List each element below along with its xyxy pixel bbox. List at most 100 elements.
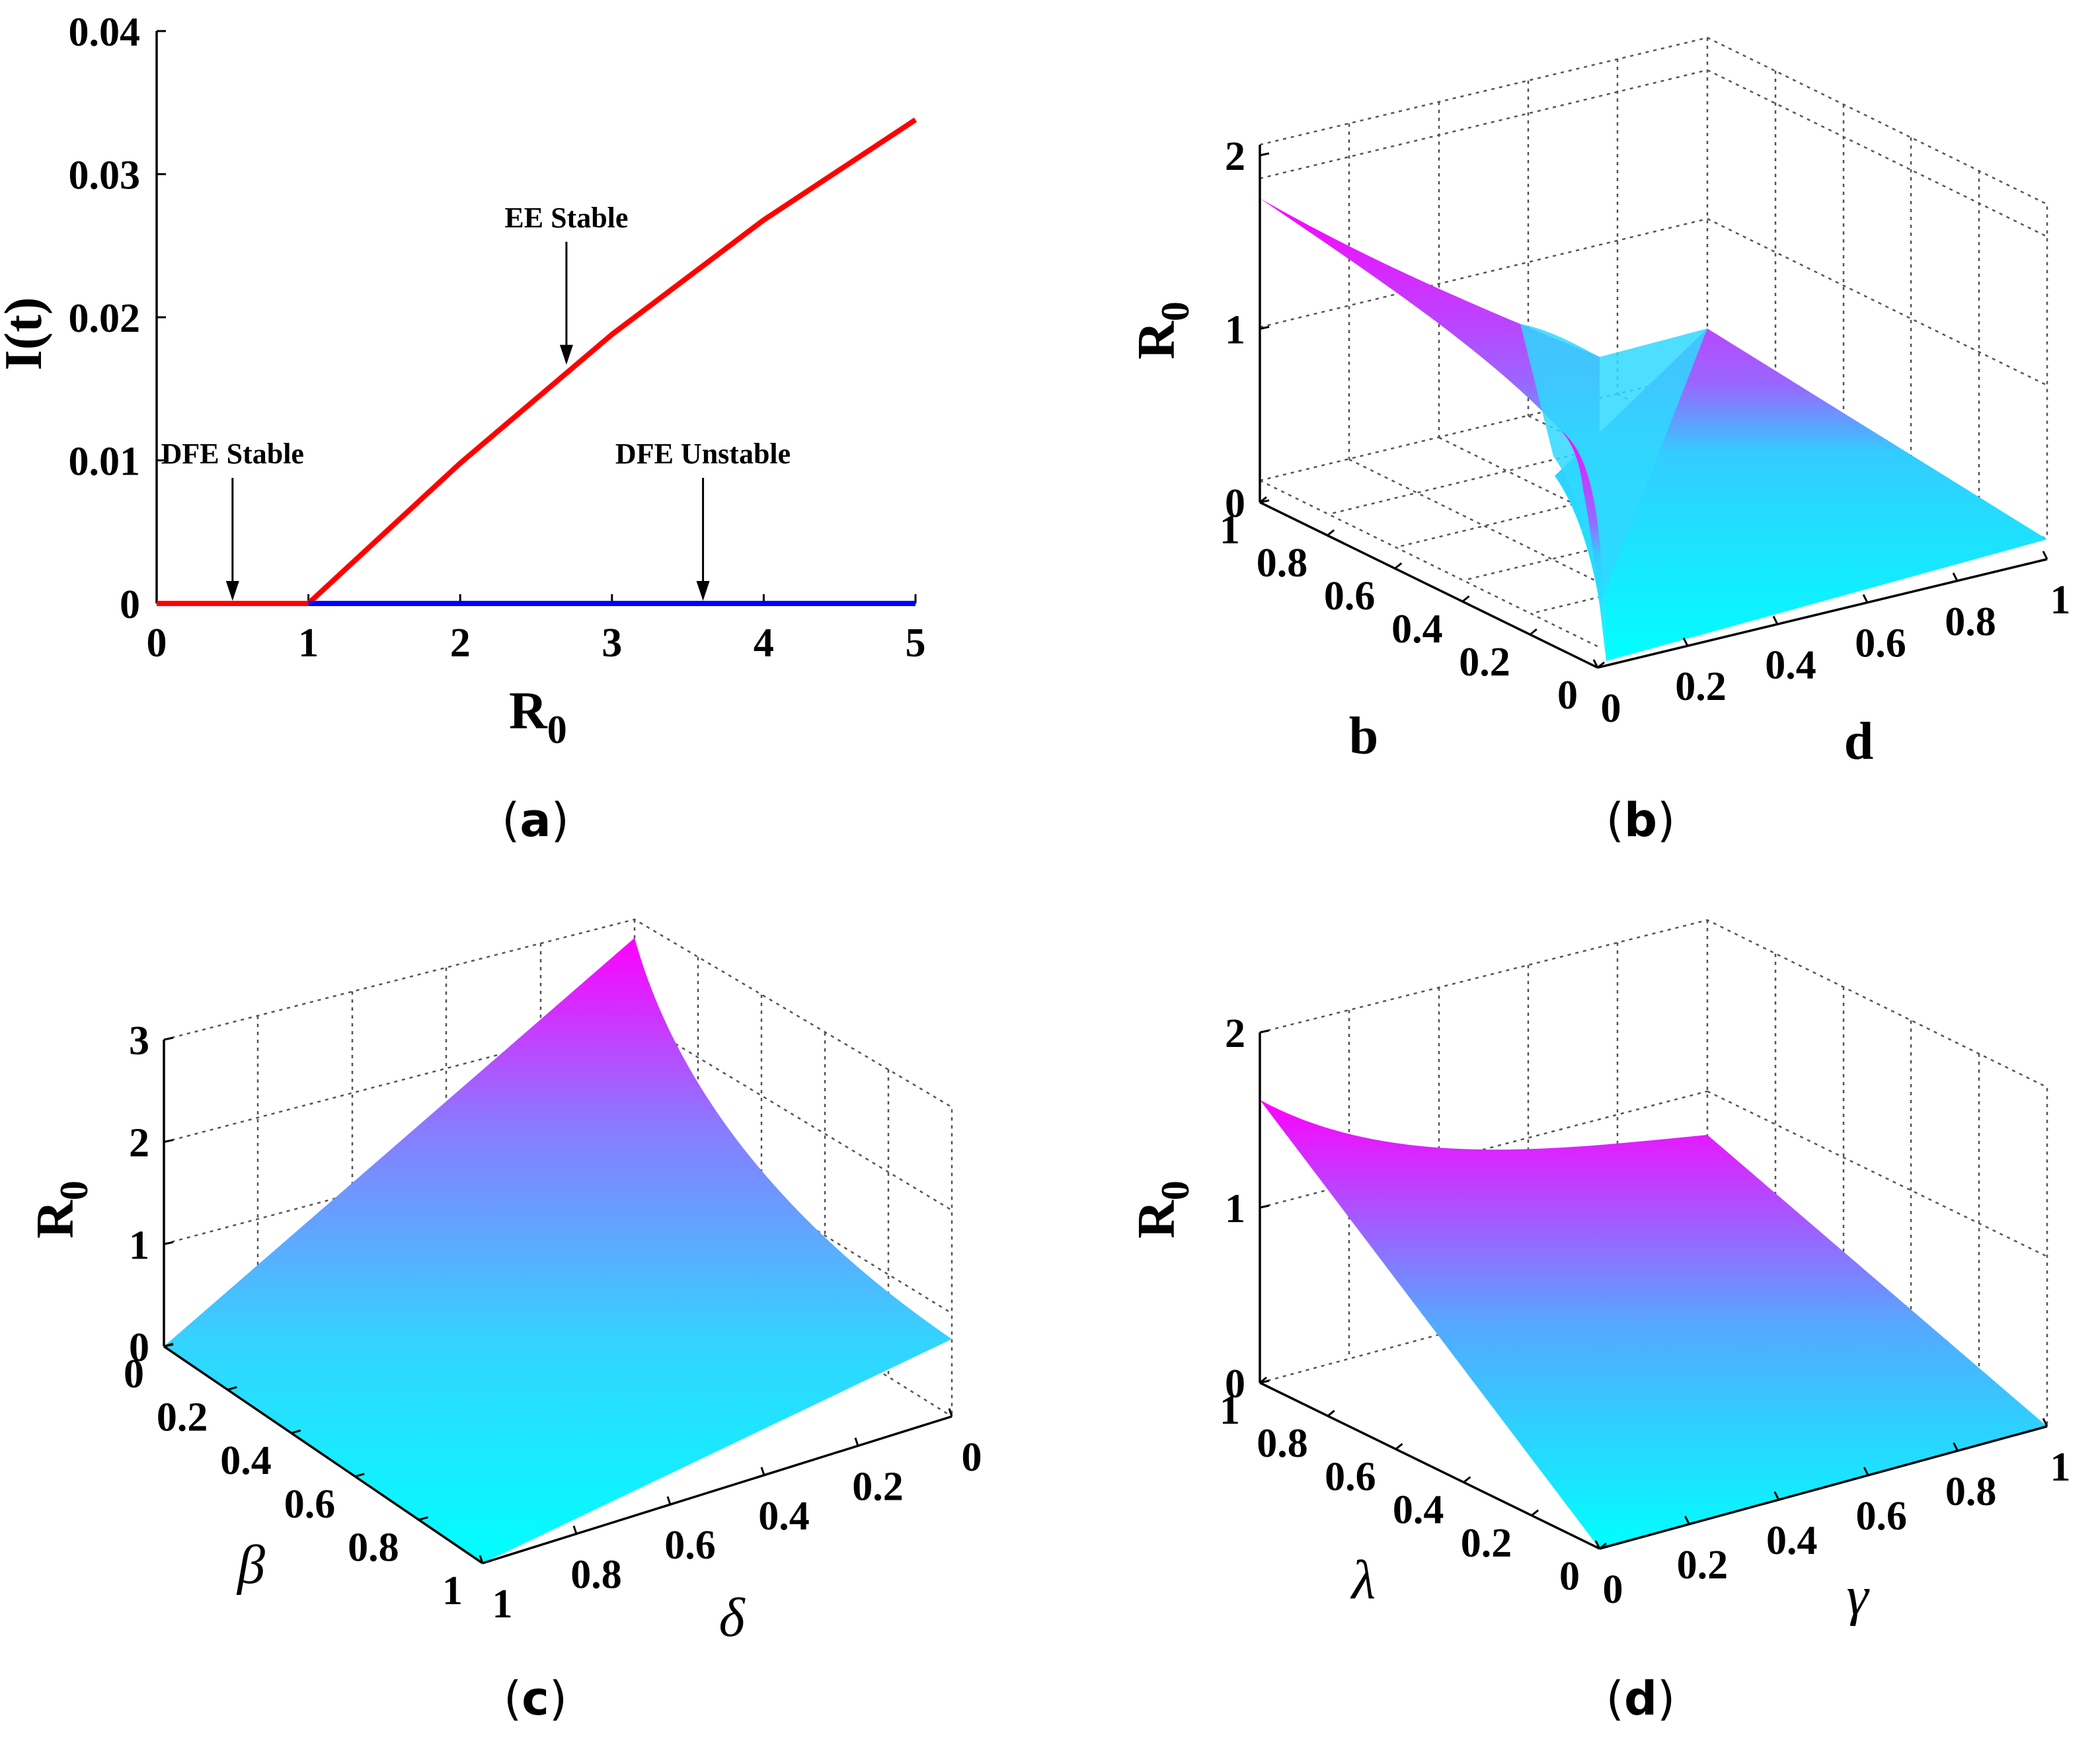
bTicks-xtick-mark: [1952, 572, 1959, 582]
dTicks-ztick-label: 0: [1225, 1362, 1245, 1407]
panel-a-series: [157, 117, 917, 606]
panel-a-ytick-label: 0.01: [69, 440, 141, 484]
dTicks-xtick-mark: [1953, 1442, 1959, 1451]
dTicks-xtick-mark: [2042, 1418, 2048, 1427]
dTicks-ztick-mark: [1259, 1029, 1270, 1034]
cTicks-xtick-label: 0.4: [758, 1494, 810, 1539]
dTicks-ztick-label: 1: [1225, 1186, 1245, 1231]
panel-b-surface-wall: [1560, 430, 1606, 661]
cTicks-ytick-label: 0.4: [220, 1438, 272, 1483]
panel-d-caption: (d): [1606, 1672, 1676, 1726]
dTicks-xtick-label: 1: [2050, 1445, 2071, 1490]
bTicks-ztick-label: 1: [1225, 308, 1245, 353]
bTicks-xtick-label: 0: [1601, 686, 1621, 731]
bTicks-ztick-mark: [1259, 326, 1270, 330]
cTicks-ztick-mark: [163, 1036, 174, 1041]
dTicks-xtick-mark: [1773, 1491, 1780, 1500]
cTicks-xtick-mark: [948, 1408, 953, 1417]
cTicks-xtick-mark: [479, 1555, 484, 1564]
bTicks-ytick-mark: [1259, 496, 1267, 504]
panel-b-zlabel: R0: [1128, 301, 1197, 360]
bTicks-xtick-mark: [1682, 637, 1689, 646]
bTicks-xtick-mark: [1862, 594, 1869, 603]
cTicks-ytick-mark: [227, 1386, 237, 1391]
dTicks-ytick-mark: [1259, 1376, 1267, 1384]
panel-a-caption: (a): [502, 793, 569, 847]
dTicks-ytick-label: 1: [1220, 1388, 1240, 1433]
panel-a-xlabel: R0: [509, 682, 567, 752]
bTicks-xtick-mark: [1592, 659, 1599, 668]
cTicks-ytick-mark: [163, 1342, 174, 1348]
dTicks-ytick-mark: [1395, 1443, 1403, 1450]
panel-b-xlabel: d: [1844, 713, 1874, 771]
panel-a-annotation-arrowhead: [559, 344, 573, 365]
cTicks-ytick-label: 0.6: [284, 1482, 336, 1527]
cTicks-ytick-label: 1: [442, 1568, 463, 1613]
dTicks-ytick-label: 0.2: [1461, 1521, 1512, 1566]
panel-a-annotation-label: DFE Stable: [161, 438, 304, 470]
bTicks-ytick-label: 1: [1220, 508, 1240, 553]
bTicks-ytick-mark: [1461, 595, 1470, 603]
panel-b-axes: [1259, 145, 2048, 669]
panel-a-series-line-0: [157, 117, 917, 606]
dTicks-xtick-mark: [1684, 1516, 1690, 1525]
panel-a: 0 1 2 3 4 5 0 0.01 0.02 0.03 0.04 DFE Stable EE Sta…: [0, 10, 926, 847]
panel-a-xtick-label: 1: [298, 621, 319, 666]
dTicks-ytick-label: 0.4: [1393, 1488, 1444, 1533]
bTicks-ytick-label: 0: [1557, 673, 1578, 718]
panel-d-ylabel: λ: [1350, 1549, 1376, 1611]
panel-a-axes: [155, 31, 915, 605]
bTicks-ztick-label: 0: [1225, 481, 1245, 526]
panel-a-annotation-arrowhead: [225, 581, 239, 601]
panel-a-annotations: DFE Stable EE Stable DFE Unstable: [161, 202, 791, 601]
panel-d-zlabel: R0: [1128, 1180, 1197, 1239]
dTicks-xtick-label: 0.6: [1855, 1494, 1907, 1539]
bTicks-ytick-mark: [1394, 562, 1403, 570]
dTicks-ytick-mark: [1531, 1509, 1539, 1516]
panel-c-zlabel: R0: [26, 1180, 96, 1239]
panel-a-xtick-label: 0: [147, 621, 167, 666]
panel-a-ytick-label: 0: [120, 582, 140, 627]
bTicks-xtick-mark: [1772, 615, 1779, 625]
cTicks-ytick-mark: [354, 1473, 365, 1478]
bTicks-ytick-label: 0.6: [1324, 574, 1376, 619]
panel-a-xtick-label: 2: [450, 621, 471, 666]
cTicks-xtick-label: 0: [962, 1435, 982, 1480]
dTicks-ytick-label: 0: [1559, 1554, 1580, 1599]
panel-a-ytick-label: 0.04: [69, 10, 141, 55]
panel-c-xlabel: δ: [719, 1587, 746, 1648]
cTicks-ytick-mark: [482, 1559, 492, 1565]
dTicks-xtick-label: 0.2: [1677, 1543, 1729, 1588]
bTicks-xtick-label: 1: [2050, 578, 2071, 623]
panel-c-surface: [164, 938, 952, 1563]
cTicks-ytick-mark: [418, 1516, 429, 1521]
panel-d-xlabel: γ: [1846, 1565, 1869, 1627]
bTicks-ytick-mark: [1597, 661, 1605, 669]
bTicks-xtick-mark: [2042, 551, 2048, 560]
panel-a-ytick-label: 0.02: [69, 296, 141, 341]
panel-a-ytick-label: 0.03: [69, 153, 141, 198]
cTicks-xtick-mark: [854, 1437, 859, 1446]
panel-c-axes: [163, 1040, 953, 1565]
cTicks-ytick-label: 0.2: [157, 1395, 208, 1440]
bTicks-ytick-mark: [1529, 628, 1537, 636]
panel-c-ylabel: β: [236, 1534, 265, 1596]
cTicks-ztick-label: 3: [129, 1019, 149, 1063]
dTicks-xtick-label: 0.4: [1766, 1518, 1818, 1563]
bTicks-xtick-label: 0.2: [1675, 664, 1727, 709]
panel-b-ylabel: b: [1349, 707, 1379, 765]
dTicks-xtick-mark: [1594, 1540, 1601, 1549]
panel-a-ticks: 0 1 2 3 4 5 0 0.01 0.02 0.03 0.04: [69, 10, 926, 666]
dTicks-ytick-label: 0.6: [1325, 1454, 1376, 1499]
bTicks-ytick-label: 0.4: [1391, 607, 1443, 652]
panel-a-xtick-label: 4: [754, 621, 774, 666]
bTicks-xtick-label: 0.4: [1765, 642, 1816, 687]
cTicks-xtick-label: 0.2: [852, 1464, 904, 1509]
cTicks-xtick-mark: [760, 1467, 765, 1476]
